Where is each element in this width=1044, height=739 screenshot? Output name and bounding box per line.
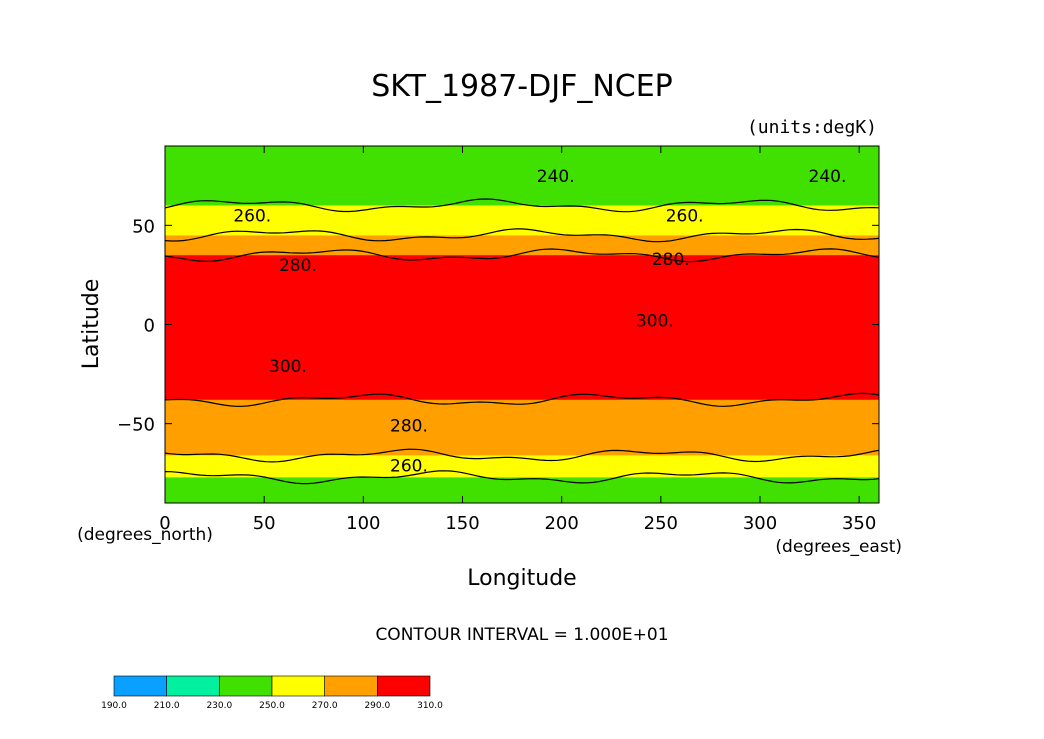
y-tick-label: 50 xyxy=(132,216,155,237)
contour-label: 260. xyxy=(390,456,428,476)
contour-line-6 xyxy=(165,198,879,213)
colorbar-tick-label: 250.0 xyxy=(259,701,285,711)
y-tick-label: −50 xyxy=(117,415,155,436)
x-tick-label: 100 xyxy=(346,513,380,534)
colorbar-swatch xyxy=(271,675,325,697)
contour-label: 280. xyxy=(652,250,690,270)
colorbar-tick-label: 230.0 xyxy=(206,701,232,711)
contour-line-5 xyxy=(165,228,879,243)
contour-labels: 240. 240. 260. 260. 280. 280. 300. 300. 280. 260. xyxy=(233,167,846,477)
contour-line-4 xyxy=(165,248,879,263)
contour-label: 240. xyxy=(537,167,575,187)
temperature-band-3 xyxy=(165,399,879,456)
temperature-band-4 xyxy=(165,255,879,400)
y-tick-label: 0 xyxy=(144,316,155,337)
temperature-band-2 xyxy=(165,455,879,478)
colorbar-swatch xyxy=(219,675,273,697)
x-axis-label: Longitude xyxy=(467,566,576,591)
x-tick-label: 0 xyxy=(159,513,170,534)
x-axis-ticks: 0 50 100 150 200 250 300 350 xyxy=(159,146,876,534)
x-unit-label: (degrees_east) xyxy=(775,537,902,557)
contour-label: 300. xyxy=(269,357,307,377)
colorbar: 190.0 210.0 230.0 250.0 270.0 290.0 310.0 xyxy=(101,675,443,711)
x-tick-label: 50 xyxy=(253,513,276,534)
y-axis-label: Latitude xyxy=(79,279,104,370)
contour-line-1 xyxy=(165,470,879,485)
chart-title: SKT_1987-DJF_NCEP xyxy=(371,69,673,104)
x-tick-label: 150 xyxy=(445,513,479,534)
colorbar-tick-label: 210.0 xyxy=(154,701,180,711)
contour-interval-text: CONTOUR INTERVAL = 1.000E+01 xyxy=(375,625,668,645)
temperature-field xyxy=(165,146,879,503)
colorbar-tick-label: 310.0 xyxy=(417,701,443,711)
colorbar-swatch xyxy=(166,675,220,697)
contour-label: 280. xyxy=(390,417,428,437)
contour-label: 260. xyxy=(233,206,271,226)
colorbar-swatch xyxy=(113,675,167,697)
y-axis-ticks: −50 0 50 xyxy=(117,216,879,436)
x-tick-label: 200 xyxy=(544,513,578,534)
contour-line-3 xyxy=(165,392,879,407)
x-tick-label: 300 xyxy=(743,513,777,534)
colorbar-tick-label: 290.0 xyxy=(364,701,390,711)
colorbar-swatch xyxy=(377,675,431,697)
x-tick-label: 250 xyxy=(644,513,678,534)
colorbar-tick-label: 270.0 xyxy=(312,701,338,711)
temperature-band-7 xyxy=(165,146,879,206)
colorbar-swatch xyxy=(324,675,378,697)
contour-label: 260. xyxy=(666,206,704,226)
y-unit-label: (degrees_north) xyxy=(77,525,213,545)
contour-lines xyxy=(165,198,879,485)
contour-line-2 xyxy=(165,448,879,463)
contour-label: 240. xyxy=(809,167,847,187)
contour-label: 300. xyxy=(636,312,674,332)
units-label: (units:degK) xyxy=(747,117,877,138)
temperature-band-6 xyxy=(165,205,879,236)
contour-label: 280. xyxy=(279,256,317,276)
colorbar-tick-label: 190.0 xyxy=(101,701,127,711)
x-tick-label: 350 xyxy=(842,513,876,534)
